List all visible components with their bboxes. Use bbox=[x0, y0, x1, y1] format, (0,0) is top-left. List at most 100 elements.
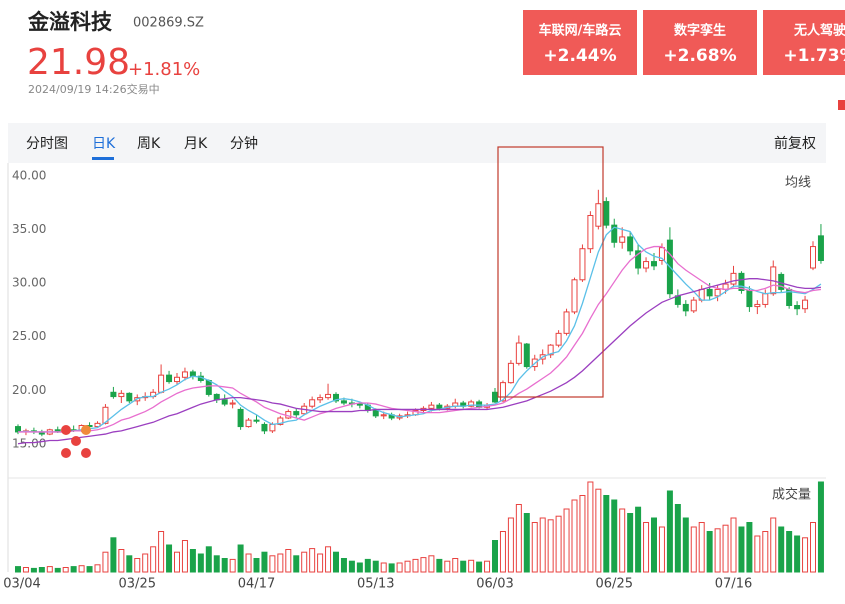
candle-body bbox=[253, 419, 260, 422]
candle-body bbox=[635, 250, 642, 269]
trade-time: 2024/09/19 14:26交易中 bbox=[28, 82, 160, 96]
tab[interactable]: 月K bbox=[184, 136, 208, 152]
x-tick-label: 03/04 bbox=[3, 577, 40, 592]
volume-bar bbox=[269, 555, 276, 573]
volume-bar bbox=[817, 481, 824, 573]
volume-bar bbox=[778, 526, 785, 573]
volume-bar bbox=[484, 560, 491, 573]
candle-body bbox=[118, 392, 125, 398]
volume-bar bbox=[78, 565, 85, 573]
x-tick-label: 06/25 bbox=[596, 577, 633, 592]
volume-bar bbox=[189, 549, 196, 573]
volume-bar bbox=[205, 546, 212, 573]
candle-body bbox=[563, 311, 570, 334]
volume-bar bbox=[722, 524, 729, 573]
volume-bar bbox=[126, 555, 133, 573]
volume-bar bbox=[86, 566, 93, 573]
candle-body bbox=[643, 261, 650, 269]
event-dot bbox=[61, 448, 71, 458]
volume-bar bbox=[150, 546, 157, 573]
candle-body bbox=[794, 305, 801, 310]
volume-bar bbox=[555, 515, 562, 573]
candle-body bbox=[515, 342, 522, 364]
volume-bar bbox=[651, 517, 657, 573]
candle-body bbox=[181, 371, 188, 378]
candle-body bbox=[595, 203, 602, 227]
volume-bar bbox=[539, 517, 546, 573]
y-tick-label: 35.00 bbox=[12, 222, 46, 236]
tab-active[interactable]: 日K bbox=[92, 136, 116, 152]
volume-bar bbox=[746, 522, 753, 573]
volume-bar bbox=[730, 517, 737, 573]
volume-bar bbox=[460, 560, 467, 573]
volume-bar bbox=[698, 522, 705, 573]
candle-body bbox=[15, 426, 21, 433]
candle-body bbox=[571, 279, 578, 313]
sector-change: +2.68% bbox=[663, 46, 736, 66]
candle-body bbox=[746, 290, 753, 308]
sector-bg bbox=[523, 10, 637, 75]
y-tick-label: 40.00 bbox=[12, 169, 46, 183]
volume-bar bbox=[245, 553, 252, 573]
candle-body bbox=[690, 299, 697, 312]
volume-bar bbox=[38, 567, 45, 573]
sector-card[interactable]: 无人驾驶 +1.73% bbox=[763, 10, 845, 75]
candle-body bbox=[611, 224, 618, 243]
volume-bar bbox=[468, 559, 475, 573]
tab[interactable]: 周K bbox=[137, 136, 161, 152]
volume-bar bbox=[15, 566, 21, 573]
volume-bar bbox=[46, 566, 53, 573]
volume-bar bbox=[158, 531, 165, 573]
y-tick-label: 15.00 bbox=[12, 436, 46, 450]
adjust-option[interactable]: 前复权 bbox=[774, 135, 816, 152]
candle-body bbox=[205, 380, 212, 395]
volume-bar bbox=[492, 540, 498, 573]
volume-bar bbox=[213, 555, 220, 573]
tab[interactable]: 分钟 bbox=[230, 135, 258, 152]
volume-bar bbox=[786, 531, 793, 573]
event-dot bbox=[61, 425, 71, 435]
sector-bg bbox=[643, 10, 757, 75]
candle-body bbox=[245, 419, 252, 428]
candle-body bbox=[738, 272, 745, 292]
candle-body bbox=[468, 401, 475, 407]
candle-body bbox=[110, 391, 117, 398]
event-dot bbox=[81, 448, 91, 458]
volume-bar bbox=[611, 499, 618, 573]
volume-bar bbox=[738, 526, 745, 573]
candle-body bbox=[547, 344, 554, 356]
volume-bar bbox=[110, 537, 117, 573]
sector-card[interactable]: 车联网/车路云 +2.44% bbox=[523, 10, 637, 75]
volume-bar bbox=[221, 558, 228, 573]
volume-bar bbox=[237, 544, 244, 573]
candle-body bbox=[126, 392, 133, 402]
highlight-box bbox=[497, 146, 604, 398]
candle-body bbox=[802, 299, 809, 310]
volume-bar bbox=[436, 558, 443, 573]
tab[interactable]: 分时图 bbox=[26, 136, 68, 152]
volume-label: 成交量 bbox=[772, 487, 811, 503]
volume-bar bbox=[714, 528, 721, 573]
volume-bar bbox=[603, 495, 610, 573]
y-tick-label: 25.00 bbox=[12, 329, 46, 343]
tab-underline bbox=[92, 157, 114, 160]
volume-bar bbox=[333, 551, 339, 573]
volume-bar bbox=[547, 519, 554, 573]
sector-card[interactable]: 数字孪生 +2.68% bbox=[643, 10, 757, 75]
volume-bar bbox=[754, 535, 761, 573]
volume-bar bbox=[563, 508, 570, 573]
volume-bar bbox=[134, 558, 141, 573]
volume-bar bbox=[499, 531, 506, 573]
candle-body bbox=[436, 404, 443, 409]
x-tick-label: 07/16 bbox=[715, 577, 752, 592]
volume-bar bbox=[619, 508, 626, 573]
event-dot bbox=[81, 425, 91, 435]
stock-code: 002869.SZ bbox=[133, 16, 204, 31]
candle-body bbox=[94, 422, 101, 428]
candle-body bbox=[158, 374, 165, 393]
volume-bar bbox=[587, 481, 594, 573]
volume-bar bbox=[118, 549, 125, 573]
volume-bar bbox=[643, 522, 650, 573]
stock-name: 金溢科技 bbox=[27, 10, 113, 34]
ma-line bbox=[17, 278, 822, 445]
